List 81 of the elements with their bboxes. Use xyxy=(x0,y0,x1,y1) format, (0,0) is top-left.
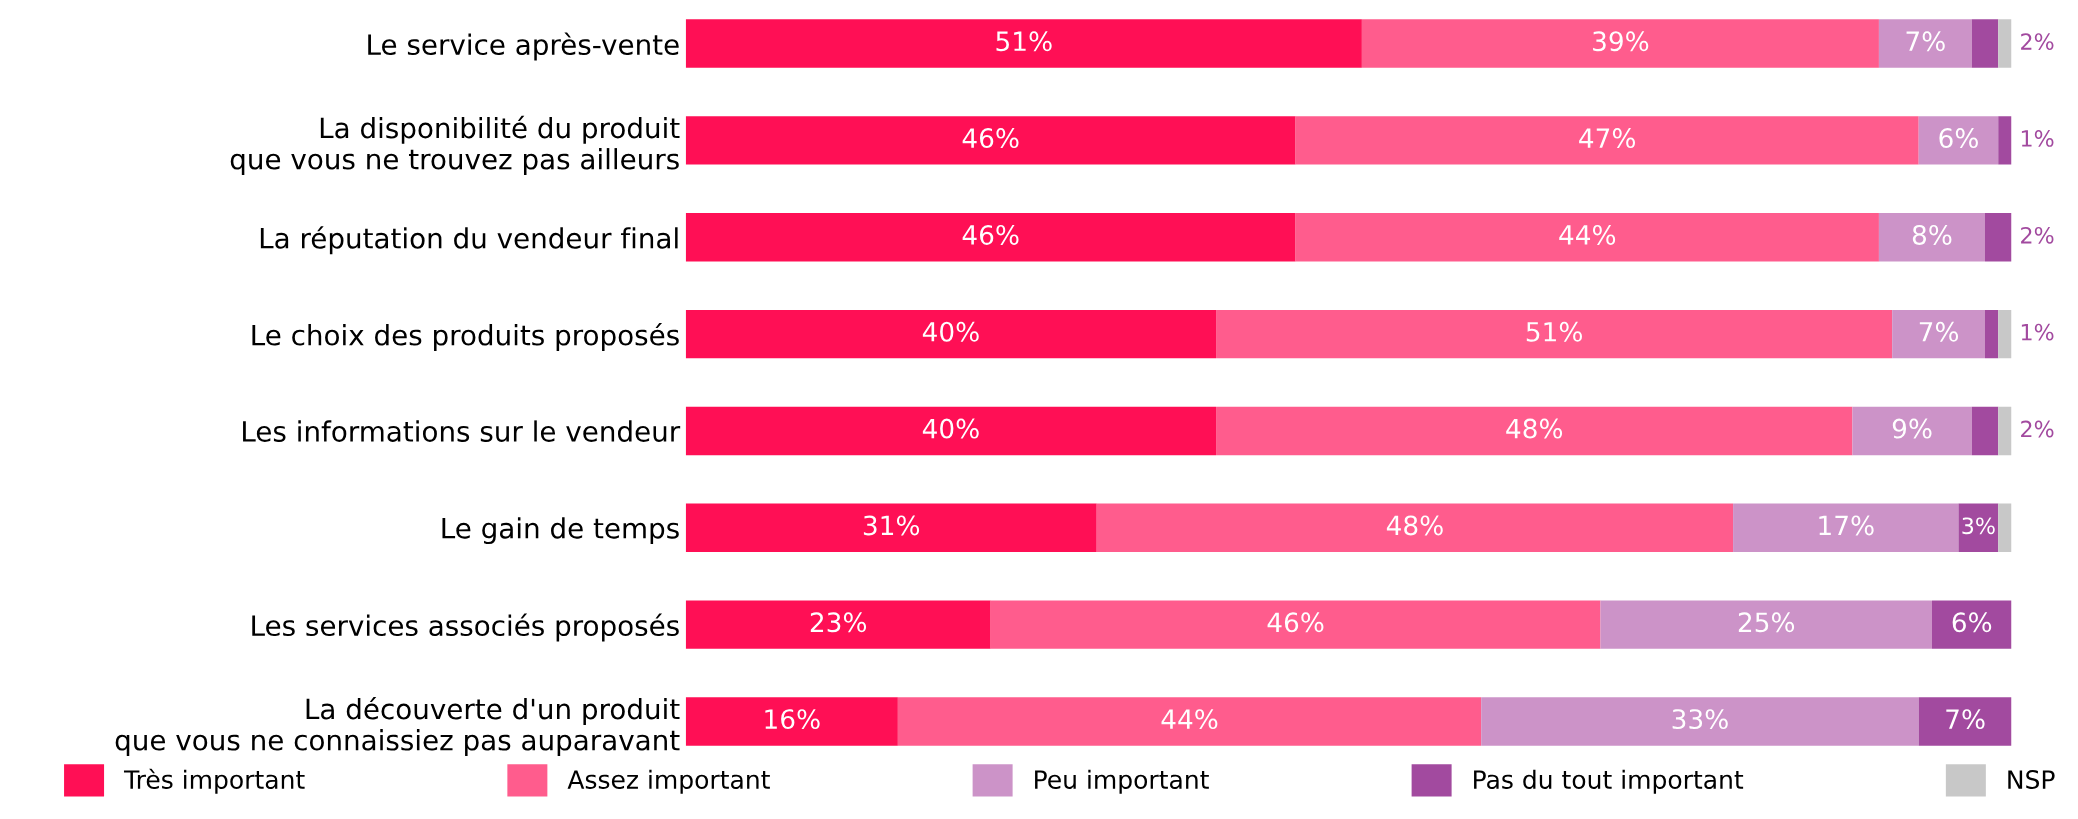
data-label: 46% xyxy=(962,128,1019,149)
y-tick-label: Les services associés proposés xyxy=(252,613,679,642)
bar xyxy=(1216,309,1893,359)
bar xyxy=(685,19,1362,68)
y-tick-label: Le gain de temps xyxy=(442,517,679,545)
data-label: 46% xyxy=(1267,612,1324,633)
bar xyxy=(685,309,1217,359)
bar xyxy=(1852,406,1972,456)
bar xyxy=(1878,19,1972,68)
data-label: 44% xyxy=(1559,224,1616,245)
data-label: 31% xyxy=(863,515,920,536)
data-label: 51% xyxy=(996,31,1052,52)
data-label: 16% xyxy=(765,709,820,730)
bar xyxy=(685,406,1217,456)
data-label: 9% xyxy=(1892,418,1932,439)
data-label: 8% xyxy=(1912,224,1952,245)
legend-label: Peu important xyxy=(1035,769,1209,794)
bar xyxy=(1361,19,1879,68)
data-label: 44% xyxy=(1161,709,1218,730)
legend-label: Très important xyxy=(123,768,305,794)
bar xyxy=(1984,309,1999,359)
bar xyxy=(897,697,1482,746)
bar xyxy=(1878,213,1985,262)
data-label: 40% xyxy=(922,321,979,342)
bar xyxy=(685,503,1097,552)
bar xyxy=(1998,503,2012,552)
data-label: 7% xyxy=(1946,709,1985,730)
bar xyxy=(990,600,1601,649)
bar xyxy=(1971,19,1999,68)
bar xyxy=(685,697,898,746)
data-label: 7% xyxy=(1919,321,1959,342)
data-label: 23% xyxy=(810,612,867,633)
bar xyxy=(1295,116,1919,165)
data-label: 17% xyxy=(1819,515,1874,536)
data-label: 7% xyxy=(1906,31,1945,52)
y-tick-label: Les informations sur le vendeur xyxy=(243,420,681,442)
bar xyxy=(1931,600,2012,649)
bar xyxy=(1600,600,1932,649)
bar xyxy=(1918,116,1999,165)
data-label: 2% xyxy=(2021,226,2054,244)
bar xyxy=(1216,406,1853,456)
data-label: 1% xyxy=(2021,130,2054,147)
bar xyxy=(1998,19,2012,68)
data-label: 2% xyxy=(2021,33,2054,51)
legend-label: NSP xyxy=(2008,770,2055,789)
data-label: 48% xyxy=(1386,515,1443,536)
data-label: 1% xyxy=(2021,323,2054,341)
legend-label: Pas du tout important xyxy=(1474,769,1744,794)
bar xyxy=(1984,213,2012,262)
bar xyxy=(1733,503,1959,552)
data-label: 6% xyxy=(1939,128,1978,149)
bar xyxy=(1998,406,2012,456)
bar xyxy=(1892,309,1985,359)
legend-label: Assez important xyxy=(567,769,770,794)
data-label: 48% xyxy=(1506,418,1563,439)
y-tick-label: Le service après-vente xyxy=(368,32,679,61)
data-label: 6% xyxy=(1952,612,1992,633)
y-tick-label: Le choix des produits proposés xyxy=(252,322,679,351)
data-label: 46% xyxy=(962,224,1019,245)
bar xyxy=(685,600,991,649)
y-tick-label: La disponibilité du produit que vous ne trouvez pas ailleurs xyxy=(230,115,680,175)
bar xyxy=(1971,406,1999,456)
data-label: 3% xyxy=(1962,517,1995,535)
bar xyxy=(1998,116,2012,165)
y-tick-label: La découverte d'un produit que vous ne connaissiez pas auparavant xyxy=(115,696,680,756)
data-label: 2% xyxy=(2021,420,2054,438)
data-label: 51% xyxy=(1526,321,1582,342)
bar xyxy=(685,116,1296,165)
bar xyxy=(1295,213,1879,262)
bar xyxy=(1918,697,2012,746)
bar xyxy=(1998,309,2012,359)
bar xyxy=(1481,697,1919,746)
bar xyxy=(685,213,1296,262)
data-label: 39% xyxy=(1593,31,1649,52)
data-label: 25% xyxy=(1738,612,1795,633)
bar xyxy=(1096,503,1734,552)
data-label: 33% xyxy=(1672,709,1728,730)
data-label: 40% xyxy=(922,418,979,439)
bar xyxy=(1958,503,1999,552)
y-tick-label: La réputation du vendeur final xyxy=(260,226,678,255)
data-label: 47% xyxy=(1579,128,1636,149)
